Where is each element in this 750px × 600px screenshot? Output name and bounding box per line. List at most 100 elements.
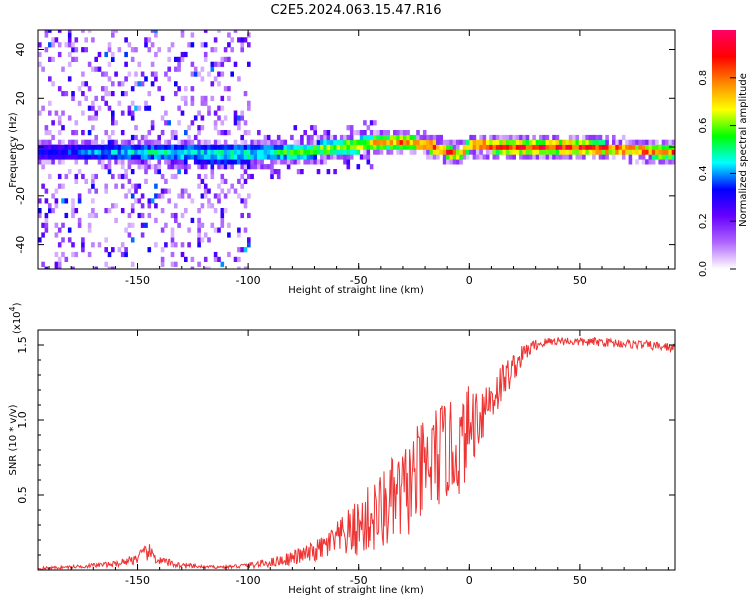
spectrogram-cell (621, 154, 626, 160)
spectrogram-cell (545, 154, 550, 160)
spectrogram-cell (150, 81, 155, 87)
spectrogram-cell (346, 134, 351, 141)
spectrogram-cell (313, 125, 317, 131)
spectrogram-cell (120, 159, 125, 165)
spectrogram-cell (499, 149, 503, 155)
spectrogram-cell (48, 208, 52, 214)
spectrogram-cell (147, 144, 152, 150)
spectrogram-cell (658, 144, 662, 150)
spectrogram-cell (257, 149, 261, 155)
spectrogram-cell (346, 164, 351, 170)
spectrogram-cell (124, 51, 128, 58)
spectrogram-cell (167, 164, 171, 170)
spectrogram-cell (257, 164, 261, 170)
spectrogram-cell (658, 154, 662, 160)
spectrogram-cell (61, 198, 65, 204)
spectrogram-cells (38, 30, 675, 269)
spectrogram-cell (356, 149, 361, 155)
spectrogram-cell (48, 139, 52, 145)
spectrogram-cell (655, 144, 659, 150)
spectrogram-cell (84, 159, 88, 165)
spectrogram-cell (605, 154, 609, 160)
spectrogram-cell (303, 159, 307, 165)
spectrogram-cell (230, 47, 234, 53)
spectrogram-cell (263, 164, 268, 170)
spectrogram-cell (230, 144, 234, 150)
spectrogram-cell (661, 139, 666, 145)
spectrogram-cell (167, 139, 171, 145)
spectrogram-cell (197, 173, 201, 180)
spectrogram-cell (343, 154, 347, 160)
spectrogram-cell (114, 139, 118, 145)
spectrogram-cell (519, 139, 523, 145)
spectrogram-cell (200, 193, 205, 199)
spectrogram-cell (266, 149, 271, 155)
spectrogram-cell (346, 125, 351, 131)
spectrogram-cell (253, 149, 258, 155)
spectrogram-cell (545, 134, 550, 141)
spectrogram-cell (243, 37, 248, 43)
spectrogram-cell (522, 149, 526, 155)
spectrogram-cell (422, 134, 427, 141)
spectrogram-cell (91, 115, 95, 121)
spectrogram-cell (190, 61, 195, 67)
spectrogram-cell (220, 261, 225, 267)
spectrogram-cell (190, 42, 195, 48)
spectrogram-cell (51, 154, 55, 160)
spectrogram-cell (137, 61, 142, 67)
spectrogram-cell (51, 134, 55, 141)
spectrogram-cell (134, 159, 138, 165)
spectrogram-cell (184, 86, 188, 92)
spectrogram-cell (383, 144, 387, 150)
spectrogram-cell (227, 130, 231, 136)
spectrogram-cell (439, 144, 443, 150)
spectrogram-cell (237, 193, 241, 199)
spectrogram-cell (44, 212, 49, 219)
spectrogram-cell (48, 100, 52, 106)
spectrogram-cell (120, 149, 125, 155)
spectrogram-cell (237, 154, 241, 160)
spectrogram-cell (120, 208, 125, 214)
colorbar-tick-label: 0.4 (698, 165, 709, 181)
spectrogram-cell (197, 237, 201, 243)
spectrogram-cell (154, 183, 158, 189)
spectrogram-cell (154, 139, 158, 145)
spectrogram-cell (147, 37, 152, 43)
spectrogram-cell (247, 130, 251, 136)
spectrogram-cell (107, 42, 112, 48)
spectrogram-cell (137, 198, 142, 204)
spectrogram-cell (104, 154, 108, 160)
spectrogram-cell (502, 134, 507, 141)
spectrogram-cell (227, 95, 231, 101)
spectrogram-cell (545, 149, 550, 155)
spectrogram-cell (270, 144, 274, 150)
spectrogram-cell (300, 144, 304, 150)
spectrogram-cell (310, 159, 314, 165)
spectrogram-cell (87, 212, 92, 219)
spectrogram-cell (154, 71, 158, 77)
spectrogram-cell (117, 47, 122, 53)
spectrogram-cell (44, 149, 49, 155)
spectrogram-cell (442, 149, 447, 155)
spectrogram-cell (326, 139, 331, 145)
spectrogram-cell (250, 149, 254, 155)
spectrogram-cell (213, 120, 218, 126)
spectrogram-cell (187, 139, 191, 145)
spectrogram-cell (154, 32, 158, 38)
spectrogram-cell (290, 154, 294, 160)
spectrogram-cell (223, 193, 228, 199)
spectrogram-cell (170, 134, 175, 141)
spectrogram-cell (210, 149, 215, 155)
spectrogram-cell (671, 159, 675, 165)
spectrogram-cell (658, 149, 662, 155)
spectrogram-cell (612, 134, 616, 141)
spectrogram-cell (174, 173, 178, 180)
spectrogram-cell (157, 164, 161, 170)
spectrogram-cell (174, 66, 178, 72)
spectrogram-cell (406, 134, 410, 141)
spectrogram-cell (127, 222, 132, 228)
spectrogram-cell (240, 37, 244, 43)
spectrogram-cell (598, 144, 603, 150)
spectrogram-cell (157, 134, 161, 141)
